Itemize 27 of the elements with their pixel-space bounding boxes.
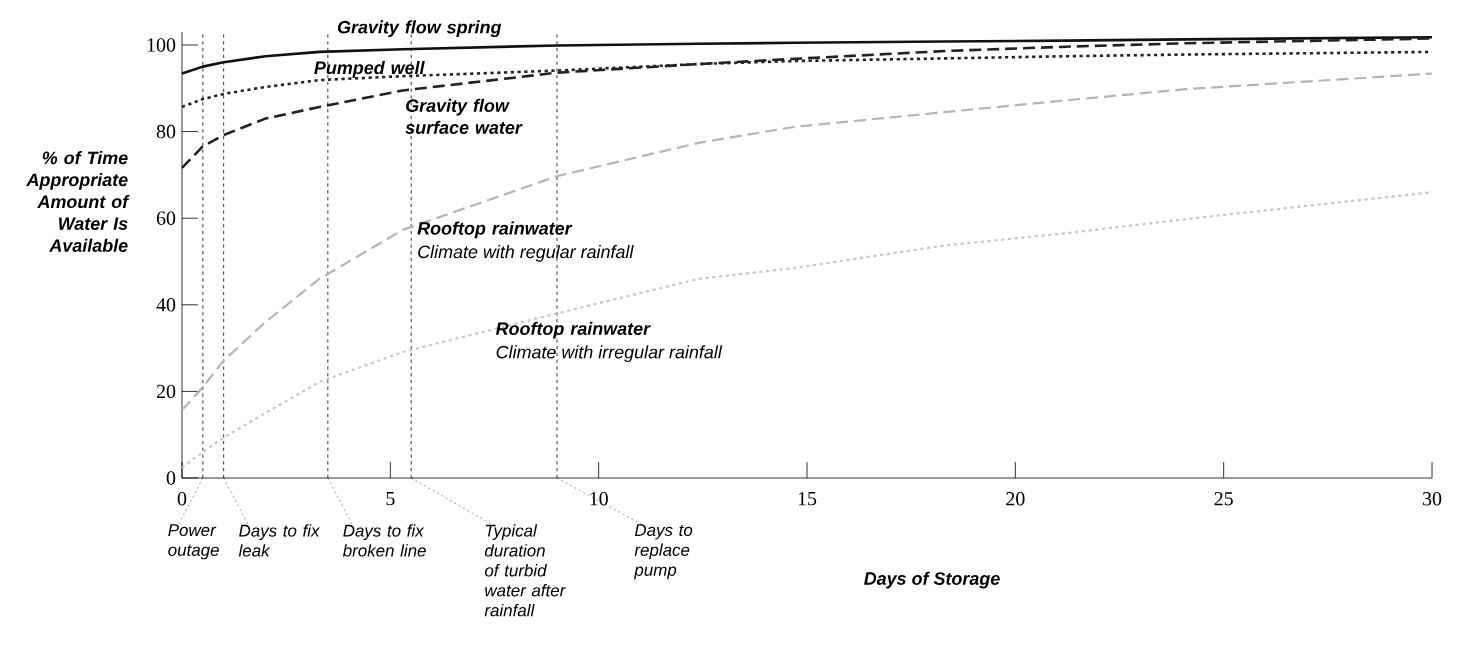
y-tick-label: 20 xyxy=(156,384,176,399)
ref-line-label: Days to replace pump xyxy=(633,524,693,580)
x-axis-title: Days of Storage xyxy=(864,571,1000,589)
series-label: Rooftop rainwater xyxy=(417,221,573,239)
annotation: Climate with regular rainfall xyxy=(418,245,634,262)
y-axis-title: % of Time Appropriate Amount of Water Is Available xyxy=(26,151,130,252)
series-label: Gravity flow spring xyxy=(337,20,502,38)
x-tick-label: 10 xyxy=(590,492,608,506)
x-tick-label: 15 xyxy=(798,492,817,506)
x-tick-label: 20 xyxy=(1006,492,1025,506)
y-tick-label: 80 xyxy=(156,124,176,139)
x-tick-label: 30 xyxy=(1423,492,1442,506)
ref-line-label: Typical duration of turbid water after rainfall xyxy=(484,524,566,617)
annotation: Climate with irregular rainfall xyxy=(496,345,723,363)
series-label: Gravity flow surface water xyxy=(405,98,523,134)
y-tick-label: 40 xyxy=(156,298,176,312)
y-tick-label: 60 xyxy=(156,211,176,225)
series-label: Pumped well xyxy=(314,60,425,78)
x-tick-label: 25 xyxy=(1214,492,1233,506)
ref-line-label: Days to fix broken line xyxy=(342,524,426,557)
ref-line-label: Days to fix leak xyxy=(238,524,320,557)
y-tick-label: 0 xyxy=(166,471,176,485)
x-tick-label: 5 xyxy=(386,492,395,506)
series-label: Rooftop rainwater xyxy=(495,321,651,339)
x-tick-label: 0 xyxy=(177,492,187,506)
y-tick-label: 100 xyxy=(147,38,176,52)
ref-line-label: Power outage xyxy=(168,524,219,560)
